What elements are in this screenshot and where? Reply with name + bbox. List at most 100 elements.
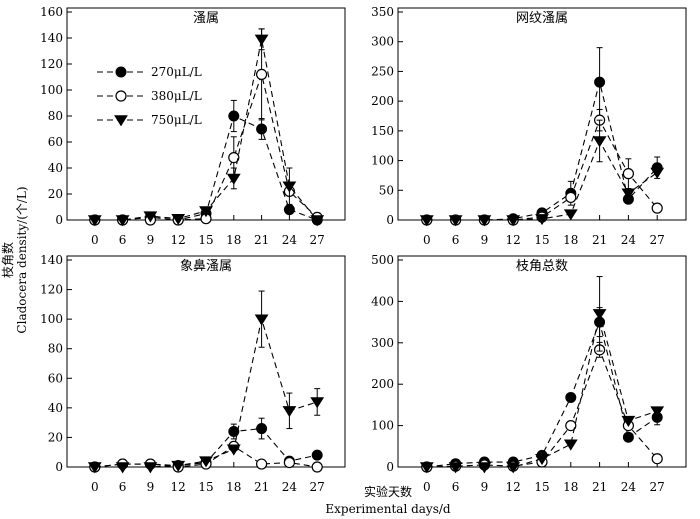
- x-tick-label: 9: [481, 233, 489, 247]
- x-tick-label: 9: [147, 480, 155, 494]
- data-point: [592, 136, 607, 148]
- data-series: [87, 290, 325, 474]
- data-point: [143, 211, 158, 223]
- y-tick-label: 160: [40, 5, 63, 19]
- plot-frame: [66, 7, 346, 221]
- data-series: [421, 307, 663, 473]
- x-tick-label: 0: [423, 233, 431, 247]
- x-tick-label: 12: [171, 233, 186, 247]
- data-point: [256, 458, 268, 470]
- y-tick-label: 200: [371, 94, 394, 108]
- data-point: [283, 456, 295, 469]
- legend-label: 380μL/L: [151, 89, 202, 103]
- legend: 270μL/L 380μL/L 750μL/L: [97, 65, 202, 127]
- data-point: [650, 167, 665, 179]
- plot-frame: [397, 255, 687, 468]
- data-point: [477, 215, 492, 227]
- y-tick-label: 300: [371, 336, 394, 350]
- data-point: [228, 152, 240, 164]
- y-tick-label: 500: [371, 253, 394, 267]
- data-point: [535, 214, 549, 226]
- data-point: [650, 406, 665, 418]
- data-point: [199, 456, 213, 468]
- data-point: [419, 215, 434, 227]
- x-tick-label: 12: [506, 480, 521, 494]
- data-point: [622, 168, 635, 180]
- data-point: [226, 444, 241, 456]
- x-tick-label: 24: [282, 233, 298, 247]
- data-point: [311, 461, 323, 473]
- data-point: [199, 206, 213, 218]
- plot-frame: [66, 255, 346, 468]
- data-point: [171, 214, 186, 226]
- y-tick-label: 100: [40, 83, 63, 97]
- data-point: [621, 188, 636, 200]
- data-point: [228, 110, 240, 122]
- data-point: [228, 426, 240, 438]
- x-tick-label: 24: [621, 480, 637, 494]
- chart-panel: 0 20 40 60 80 100 120 140 0 6 9 12 15 18 21 24 27 象鼻溞属: [40, 253, 346, 494]
- data-point: [563, 439, 578, 451]
- x-tick-label: 21: [254, 233, 269, 247]
- data-point: [592, 309, 607, 321]
- panel-title: 枝角总数: [516, 259, 568, 274]
- y-tick-label: 40: [48, 161, 63, 175]
- series-line: [426, 320, 658, 468]
- x-tick-label: 27: [310, 233, 325, 247]
- data-point: [256, 423, 268, 435]
- y-tick-label: 400: [371, 294, 394, 308]
- y-tick-label: 50: [379, 183, 394, 197]
- y-tick-label: 100: [371, 154, 394, 168]
- y-tick-label: 300: [371, 35, 394, 49]
- y-axis-label-zh: 枝角数: [0, 242, 15, 278]
- data-point: [477, 462, 492, 474]
- data-point: [282, 406, 297, 418]
- x-tick-label: 27: [650, 480, 665, 494]
- data-point: [143, 462, 158, 474]
- legend-label: 270μL/L: [151, 65, 202, 79]
- y-axis-label-en: Cladocera density/(个/L): [15, 186, 29, 333]
- x-tick-label: 27: [650, 233, 665, 247]
- y-tick-label: 20: [48, 430, 63, 444]
- data-point: [651, 202, 663, 214]
- y-tick-label: 140: [40, 253, 63, 267]
- legend-label: 750μL/L: [151, 113, 202, 127]
- data-point: [565, 420, 577, 432]
- y-tick-label: 40: [48, 401, 63, 415]
- y-tick-label: 250: [371, 64, 394, 78]
- legend-marker: [115, 90, 127, 102]
- x-tick-label: 12: [171, 480, 186, 494]
- series-line: [426, 118, 658, 221]
- x-tick-label: 18: [226, 480, 241, 494]
- x-tick-label: 21: [592, 480, 607, 494]
- data-point: [310, 215, 325, 227]
- x-tick-label: 15: [534, 233, 549, 247]
- x-tick-label: 0: [91, 233, 99, 247]
- panel-title: 溞属: [193, 11, 219, 26]
- data-point: [565, 191, 577, 204]
- data-series: [419, 276, 665, 474]
- x-tick-label: 18: [563, 233, 578, 247]
- data-point: [565, 391, 577, 403]
- data-point: [621, 415, 636, 427]
- data-point: [622, 431, 634, 443]
- panel-title: 网纹溞属: [516, 11, 568, 26]
- x-tick-label: 15: [198, 480, 213, 494]
- y-tick-label: 200: [371, 377, 394, 391]
- y-tick-label: 0: [55, 460, 63, 474]
- x-tick-label: 15: [198, 233, 213, 247]
- x-tick-label: 24: [621, 233, 637, 247]
- data-series: [419, 119, 665, 227]
- x-tick-label: 12: [506, 233, 521, 247]
- y-tick-label: 60: [48, 135, 63, 149]
- data-point: [310, 397, 325, 409]
- y-tick-label: 120: [40, 283, 63, 297]
- data-point: [283, 204, 295, 216]
- series-line: [426, 348, 658, 468]
- x-tick-label: 21: [254, 480, 269, 494]
- y-tick-label: 80: [48, 342, 63, 356]
- x-tick-label: 27: [310, 480, 325, 494]
- series-line: [426, 81, 658, 221]
- y-tick-label: 20: [48, 187, 63, 201]
